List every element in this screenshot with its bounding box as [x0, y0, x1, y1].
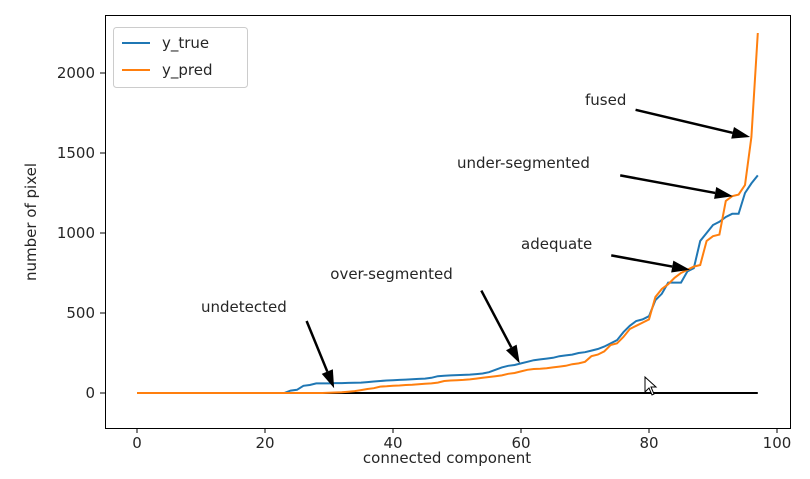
y-axis-label: number of pixel: [22, 163, 40, 281]
arrow-head-icon: [714, 187, 733, 199]
series-line-y-true: [137, 174, 759, 394]
annotation-text: adequate: [521, 235, 592, 253]
arrow-head-icon: [671, 260, 690, 273]
y-tick-label: 0: [85, 384, 95, 402]
annotation-arrow-shaft: [480, 290, 513, 349]
x-axis: 0 20 40 60 80 100: [132, 428, 791, 452]
annotation-fused: fused: [585, 91, 751, 139]
x-tick-label: 100: [763, 434, 792, 452]
annotation-text: over-segmented: [330, 265, 452, 283]
arrow-head-icon: [731, 127, 751, 139]
annotation-arrow-shaft: [305, 320, 329, 373]
annotation-under-segmented: under-segmented: [457, 154, 733, 199]
arrow-head-icon: [506, 344, 520, 364]
axes-frame: [105, 15, 791, 429]
annotation-adequate: adequate: [521, 235, 690, 273]
x-axis-label: connected component: [363, 449, 531, 467]
mouse-cursor-icon: [644, 375, 658, 396]
y-tick-label: 1500: [57, 144, 95, 162]
x-tick-label: 60: [511, 434, 530, 452]
annotations: undetected over-segmented adequate under-se…: [201, 91, 751, 389]
annotation-text: undetected: [201, 298, 287, 316]
legend-label-y-pred: y_pred: [162, 61, 213, 80]
annotation-arrow-shaft: [611, 254, 673, 268]
annotation-text: under-segmented: [457, 154, 590, 172]
x-tick-label: 0: [132, 434, 142, 452]
annotation-arrow-shaft: [619, 174, 716, 195]
annotation-over-segmented: over-segmented: [330, 265, 520, 364]
arrow-head-icon: [321, 369, 335, 389]
y-tick-label: 2000: [57, 64, 95, 82]
x-tick-label: 40: [383, 434, 402, 452]
y-tick-label: 1000: [57, 224, 95, 242]
x-tick-label: 80: [639, 434, 658, 452]
series-line-y-pred: [137, 32, 759, 394]
y-tick-label: 500: [66, 304, 95, 322]
annotation-undetected: undetected: [201, 298, 335, 389]
plot-lines: [137, 32, 759, 394]
x-tick-label: 20: [255, 434, 274, 452]
annotation-text: fused: [585, 91, 626, 109]
y-axis: 0 500 1000 1500 2000: [57, 64, 105, 402]
legend-label-y-true: y_true: [162, 34, 209, 53]
legend: y_true y_pred: [113, 27, 248, 88]
annotation-arrow-shaft: [635, 108, 733, 135]
